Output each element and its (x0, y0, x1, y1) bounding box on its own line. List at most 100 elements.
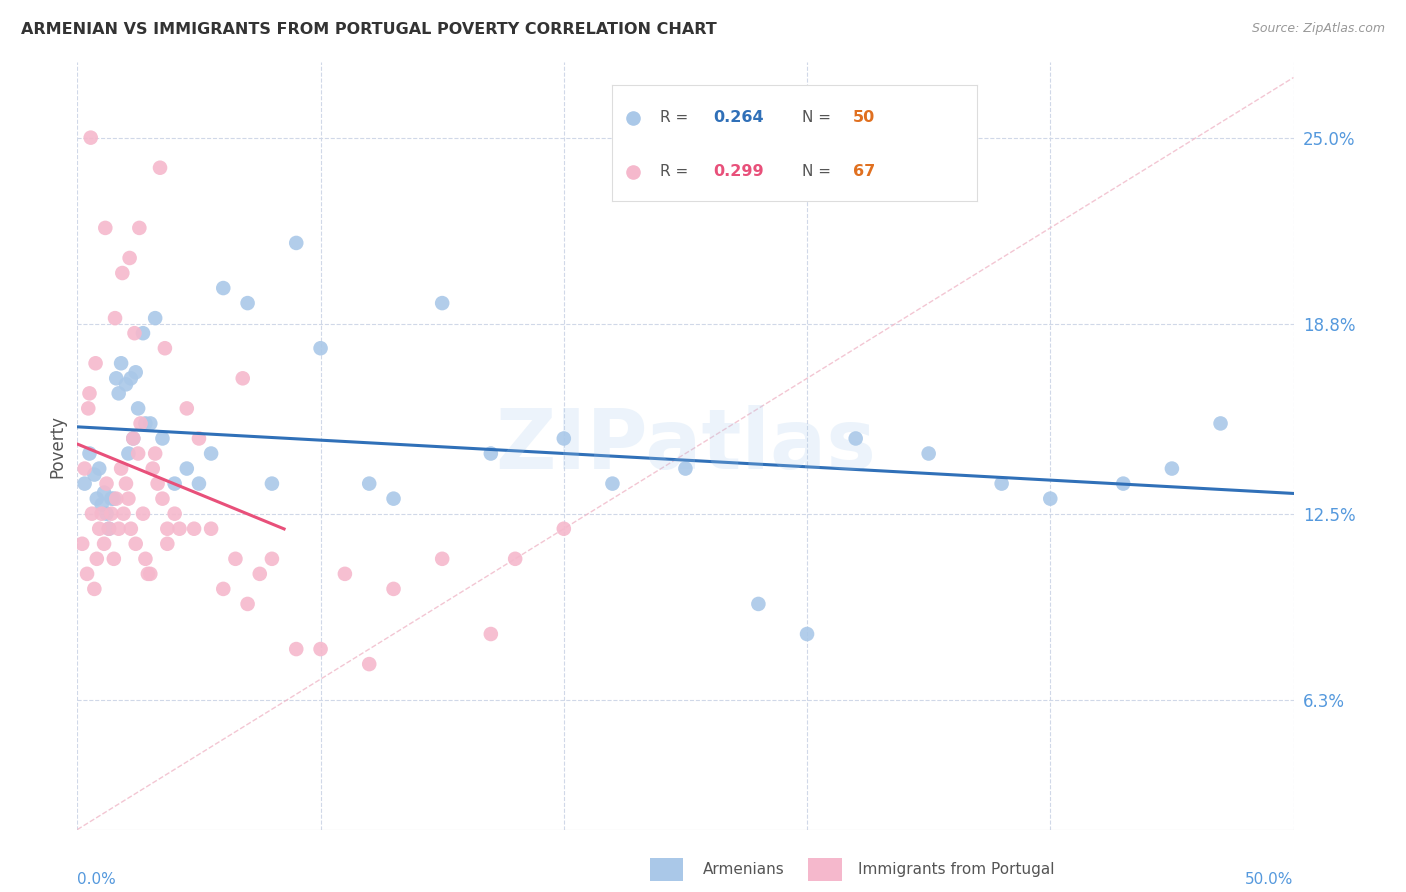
Point (1039, 491, 1062, 506)
Point (117, 446, 139, 460)
Point (90, 507, 112, 521)
Point (249, 566, 271, 581)
Point (152, 432, 174, 446)
Y-axis label: Poverty: Poverty (48, 415, 66, 477)
Point (83, 582, 105, 596)
Point (136, 566, 159, 581)
Point (333, 566, 356, 581)
Point (176, 401, 198, 416)
Point (139, 417, 162, 431)
Point (1209, 417, 1232, 431)
Point (132, 326, 155, 341)
Point (73, 461, 96, 475)
Point (86, 551, 108, 566)
Point (675, 461, 697, 475)
Point (89, 522, 111, 536)
Point (93, 485, 115, 500)
Point (127, 401, 149, 416)
Point (479, 627, 502, 641)
Point (117, 491, 139, 506)
Point (86, 491, 108, 506)
Point (142, 461, 165, 475)
Point (553, 432, 575, 446)
Point (79, 446, 101, 460)
Point (96, 476, 118, 491)
Point (146, 476, 169, 491)
Point (382, 582, 405, 596)
Point (309, 642, 332, 657)
Point (80, 130, 103, 145)
Point (79, 386, 101, 401)
Point (479, 446, 502, 460)
Point (110, 461, 132, 475)
Point (97, 522, 120, 536)
Text: ARMENIAN VS IMMIGRANTS FROM PORTUGAL POVERTY CORRELATION CHART: ARMENIAN VS IMMIGRANTS FROM PORTUGAL POV… (21, 22, 717, 37)
Point (212, 281, 235, 295)
Point (1161, 461, 1184, 475)
Point (134, 551, 156, 566)
Point (96, 507, 118, 521)
Point (125, 537, 148, 551)
Point (143, 446, 166, 460)
Point (382, 491, 405, 506)
Point (128, 220, 150, 235)
Point (90, 498, 112, 512)
Point (110, 356, 132, 370)
Point (105, 491, 128, 506)
Point (359, 476, 381, 491)
Point (260, 551, 283, 566)
Point (80, 507, 103, 521)
Point (100, 507, 122, 521)
Point (176, 461, 198, 475)
Point (134, 417, 156, 431)
Point (918, 446, 941, 460)
Point (89, 461, 111, 475)
Point (260, 476, 283, 491)
Text: 50.0%: 50.0% (1246, 871, 1294, 887)
Point (236, 597, 259, 611)
Point (132, 507, 155, 521)
Point (285, 642, 308, 657)
Point (212, 582, 235, 596)
Point (97, 522, 120, 536)
Point (124, 326, 146, 341)
Point (503, 551, 526, 566)
Point (107, 386, 129, 401)
Point (103, 551, 125, 566)
Point (104, 311, 127, 326)
Point (149, 161, 172, 175)
Point (107, 522, 129, 536)
Point (156, 537, 179, 551)
Point (990, 476, 1012, 491)
Point (309, 341, 332, 355)
Point (94, 220, 117, 235)
Point (112, 507, 135, 521)
Point (200, 522, 222, 536)
Point (73, 476, 96, 491)
Point (120, 371, 142, 385)
Point (120, 522, 142, 536)
Point (139, 566, 162, 581)
Point (845, 432, 868, 446)
Point (156, 522, 179, 536)
Point (602, 476, 624, 491)
Text: Source: ZipAtlas.com: Source: ZipAtlas.com (1251, 22, 1385, 36)
Point (76, 566, 98, 581)
Point (129, 417, 152, 431)
Point (118, 251, 141, 265)
Point (359, 657, 381, 672)
Point (105, 371, 128, 385)
Point (430, 551, 453, 566)
Text: ZIPatlas: ZIPatlas (495, 406, 876, 486)
Point (122, 432, 145, 446)
Text: 0.0%: 0.0% (77, 871, 117, 887)
Point (83, 467, 105, 482)
Point (100, 491, 122, 506)
Point (200, 446, 222, 460)
Point (111, 266, 134, 280)
Point (115, 476, 138, 491)
Text: Armenians: Armenians (703, 863, 785, 877)
Point (70, 537, 93, 551)
Point (163, 507, 186, 521)
Point (1112, 476, 1135, 491)
